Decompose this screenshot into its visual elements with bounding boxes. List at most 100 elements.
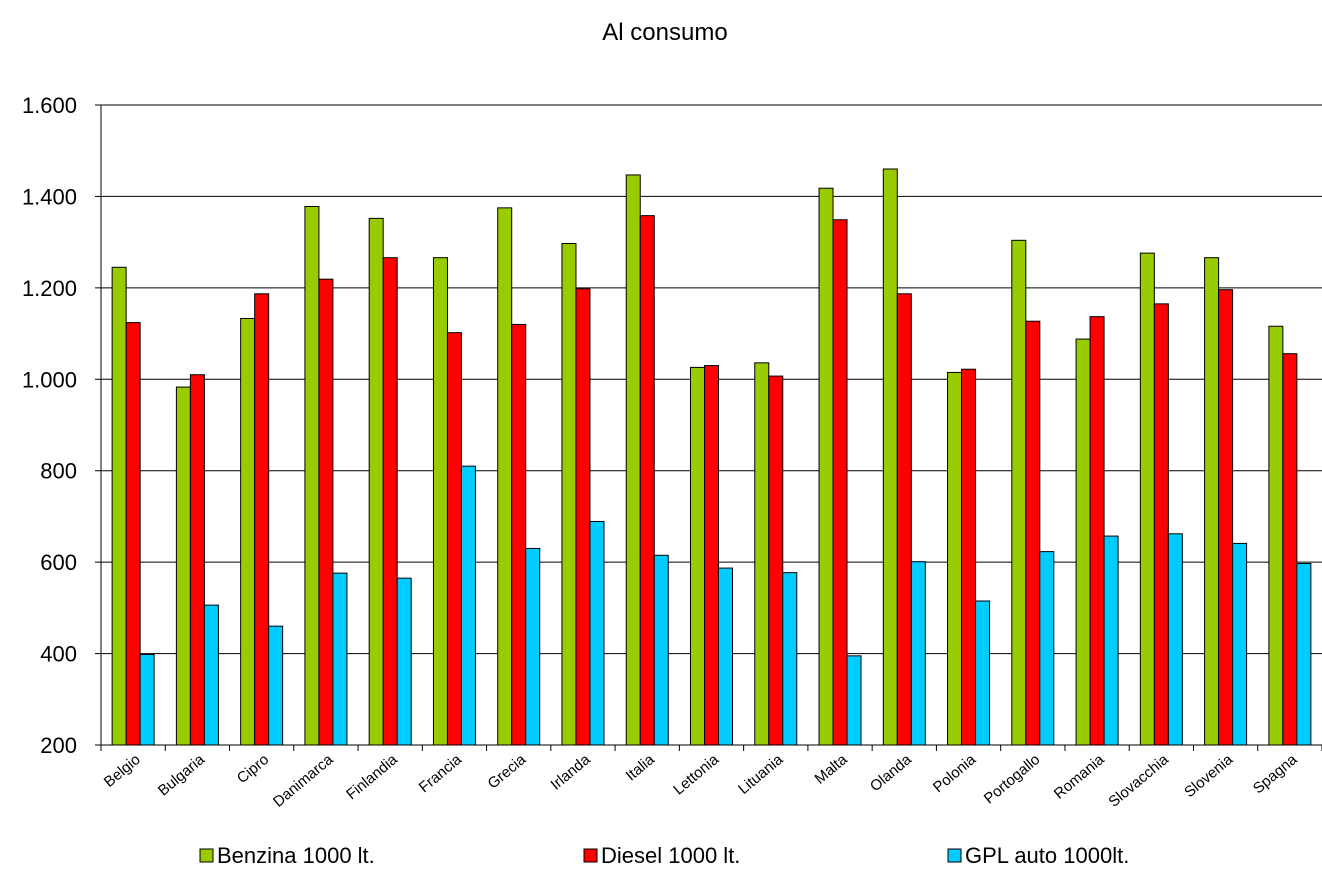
legend-label: GPL auto 1000lt. <box>965 843 1129 868</box>
bar-diesel <box>189 374 205 746</box>
bar-benzina <box>1011 239 1027 746</box>
bar-benzina <box>625 174 641 746</box>
x-tick-label: Lituania <box>735 751 787 798</box>
bar-gpl <box>589 520 605 746</box>
x-tick-label: Romania <box>1051 751 1108 803</box>
bar-gpl <box>1103 535 1119 746</box>
legend-label: Benzina 1000 lt. <box>217 843 375 868</box>
y-tick-label: 200 <box>40 733 77 758</box>
bar-diesel <box>511 323 527 746</box>
bar-benzina <box>432 257 448 746</box>
legend-item: GPL auto 1000lt. <box>947 843 1129 868</box>
x-tick-label: Portogallo <box>981 751 1044 807</box>
bar-benzina <box>368 217 384 746</box>
bar-benzina <box>240 317 256 746</box>
bar-diesel <box>896 293 912 746</box>
y-tick-label: 1.400 <box>22 184 77 209</box>
bar-gpl <box>332 572 348 746</box>
bar-gpl <box>460 465 476 746</box>
bar-gpl <box>1232 542 1248 746</box>
bar-diesel <box>125 322 141 746</box>
x-tick-label: Francia <box>416 751 466 797</box>
legend-item: Benzina 1000 lt. <box>199 843 375 868</box>
legend: Benzina 1000 lt. Diesel 1000 lt. GPL auto … <box>199 843 1129 868</box>
bar-benzina <box>690 366 705 746</box>
bar-gpl <box>975 600 991 746</box>
bar-gpl <box>1296 563 1312 746</box>
chart-title: Al consumo <box>602 19 727 46</box>
bar-gpl <box>396 577 412 746</box>
y-axis-ticks: 200 400 600 800 1.000 1.200 1.400 1.600 <box>22 93 101 758</box>
bar-diesel <box>1153 303 1169 746</box>
bar-gpl <box>1039 551 1055 746</box>
bar-diesel <box>639 215 655 746</box>
bar-benzina <box>1268 325 1284 746</box>
bar-benzina <box>175 386 191 746</box>
bar-gpl <box>525 547 541 746</box>
x-tick-label: Irlanda <box>547 751 594 794</box>
y-tick-label: 1.200 <box>22 276 77 301</box>
bar-diesel <box>575 288 591 746</box>
x-tick-label: Slovacchia <box>1105 751 1172 811</box>
axes <box>100 105 1322 746</box>
legend-label: Diesel 1000 lt. <box>601 843 740 868</box>
bar-benzina <box>947 371 963 746</box>
x-tick-label: Belgio <box>101 751 144 791</box>
bar-gpl <box>203 604 219 746</box>
bar-diesel <box>1282 353 1298 746</box>
bar-diesel <box>382 257 398 746</box>
bar-benzina <box>754 362 770 746</box>
y-tick-label: 1.000 <box>22 367 77 392</box>
bar-gpl <box>910 561 926 746</box>
bar-diesel <box>961 368 977 746</box>
bars <box>111 168 1312 746</box>
bar-benzina <box>818 187 834 746</box>
x-tick-label: Finlandia <box>343 751 401 804</box>
bar-diesel <box>1025 320 1041 746</box>
bar-diesel <box>704 365 719 746</box>
x-tick-label: Polonia <box>930 751 980 797</box>
bar-diesel <box>1089 316 1105 746</box>
bar-benzina <box>1075 338 1091 746</box>
x-tick-label: Lettonia <box>670 751 722 799</box>
bar-gpl <box>653 554 669 746</box>
x-tick-label: Bulgaria <box>155 751 209 800</box>
bar-benzina <box>1204 257 1220 746</box>
x-tick-label: Cipro <box>234 751 272 787</box>
bar-benzina <box>304 205 320 746</box>
bar-benzina <box>111 266 127 746</box>
bar-gpl <box>718 567 733 746</box>
bar-diesel <box>832 219 848 746</box>
y-tick-label: 1.600 <box>22 93 77 118</box>
bar-diesel <box>768 375 784 746</box>
bar-benzina <box>1139 252 1155 746</box>
x-tick-label: Slovenia <box>1181 751 1237 801</box>
y-tick-label: 600 <box>40 550 77 575</box>
x-tick-label: Olanda <box>867 751 915 796</box>
bar-gpl <box>139 653 155 746</box>
bar-diesel <box>318 278 334 746</box>
y-tick-label: 400 <box>40 642 77 667</box>
bar-gpl <box>1167 533 1183 746</box>
bar-benzina <box>561 243 577 746</box>
bar-benzina <box>882 168 898 746</box>
bar-gpl <box>268 625 284 746</box>
bar-diesel <box>254 293 270 746</box>
bar-diesel <box>446 332 462 746</box>
x-tick-label: Danimarca <box>270 751 337 811</box>
legend-swatch <box>199 848 214 863</box>
bar-diesel <box>1218 289 1234 746</box>
x-tick-label: Spagna <box>1250 751 1301 798</box>
legend-swatch <box>947 848 962 863</box>
bar-benzina <box>497 207 513 746</box>
y-tick-label: 800 <box>40 459 77 484</box>
bar-gpl <box>782 572 798 746</box>
x-tick-label: Grecia <box>485 751 530 793</box>
x-tick-label: Malta <box>812 751 852 788</box>
x-tick-label: Italia <box>623 751 659 785</box>
legend-swatch <box>583 848 598 863</box>
legend-item: Diesel 1000 lt. <box>583 843 740 868</box>
bar-gpl <box>846 655 862 746</box>
